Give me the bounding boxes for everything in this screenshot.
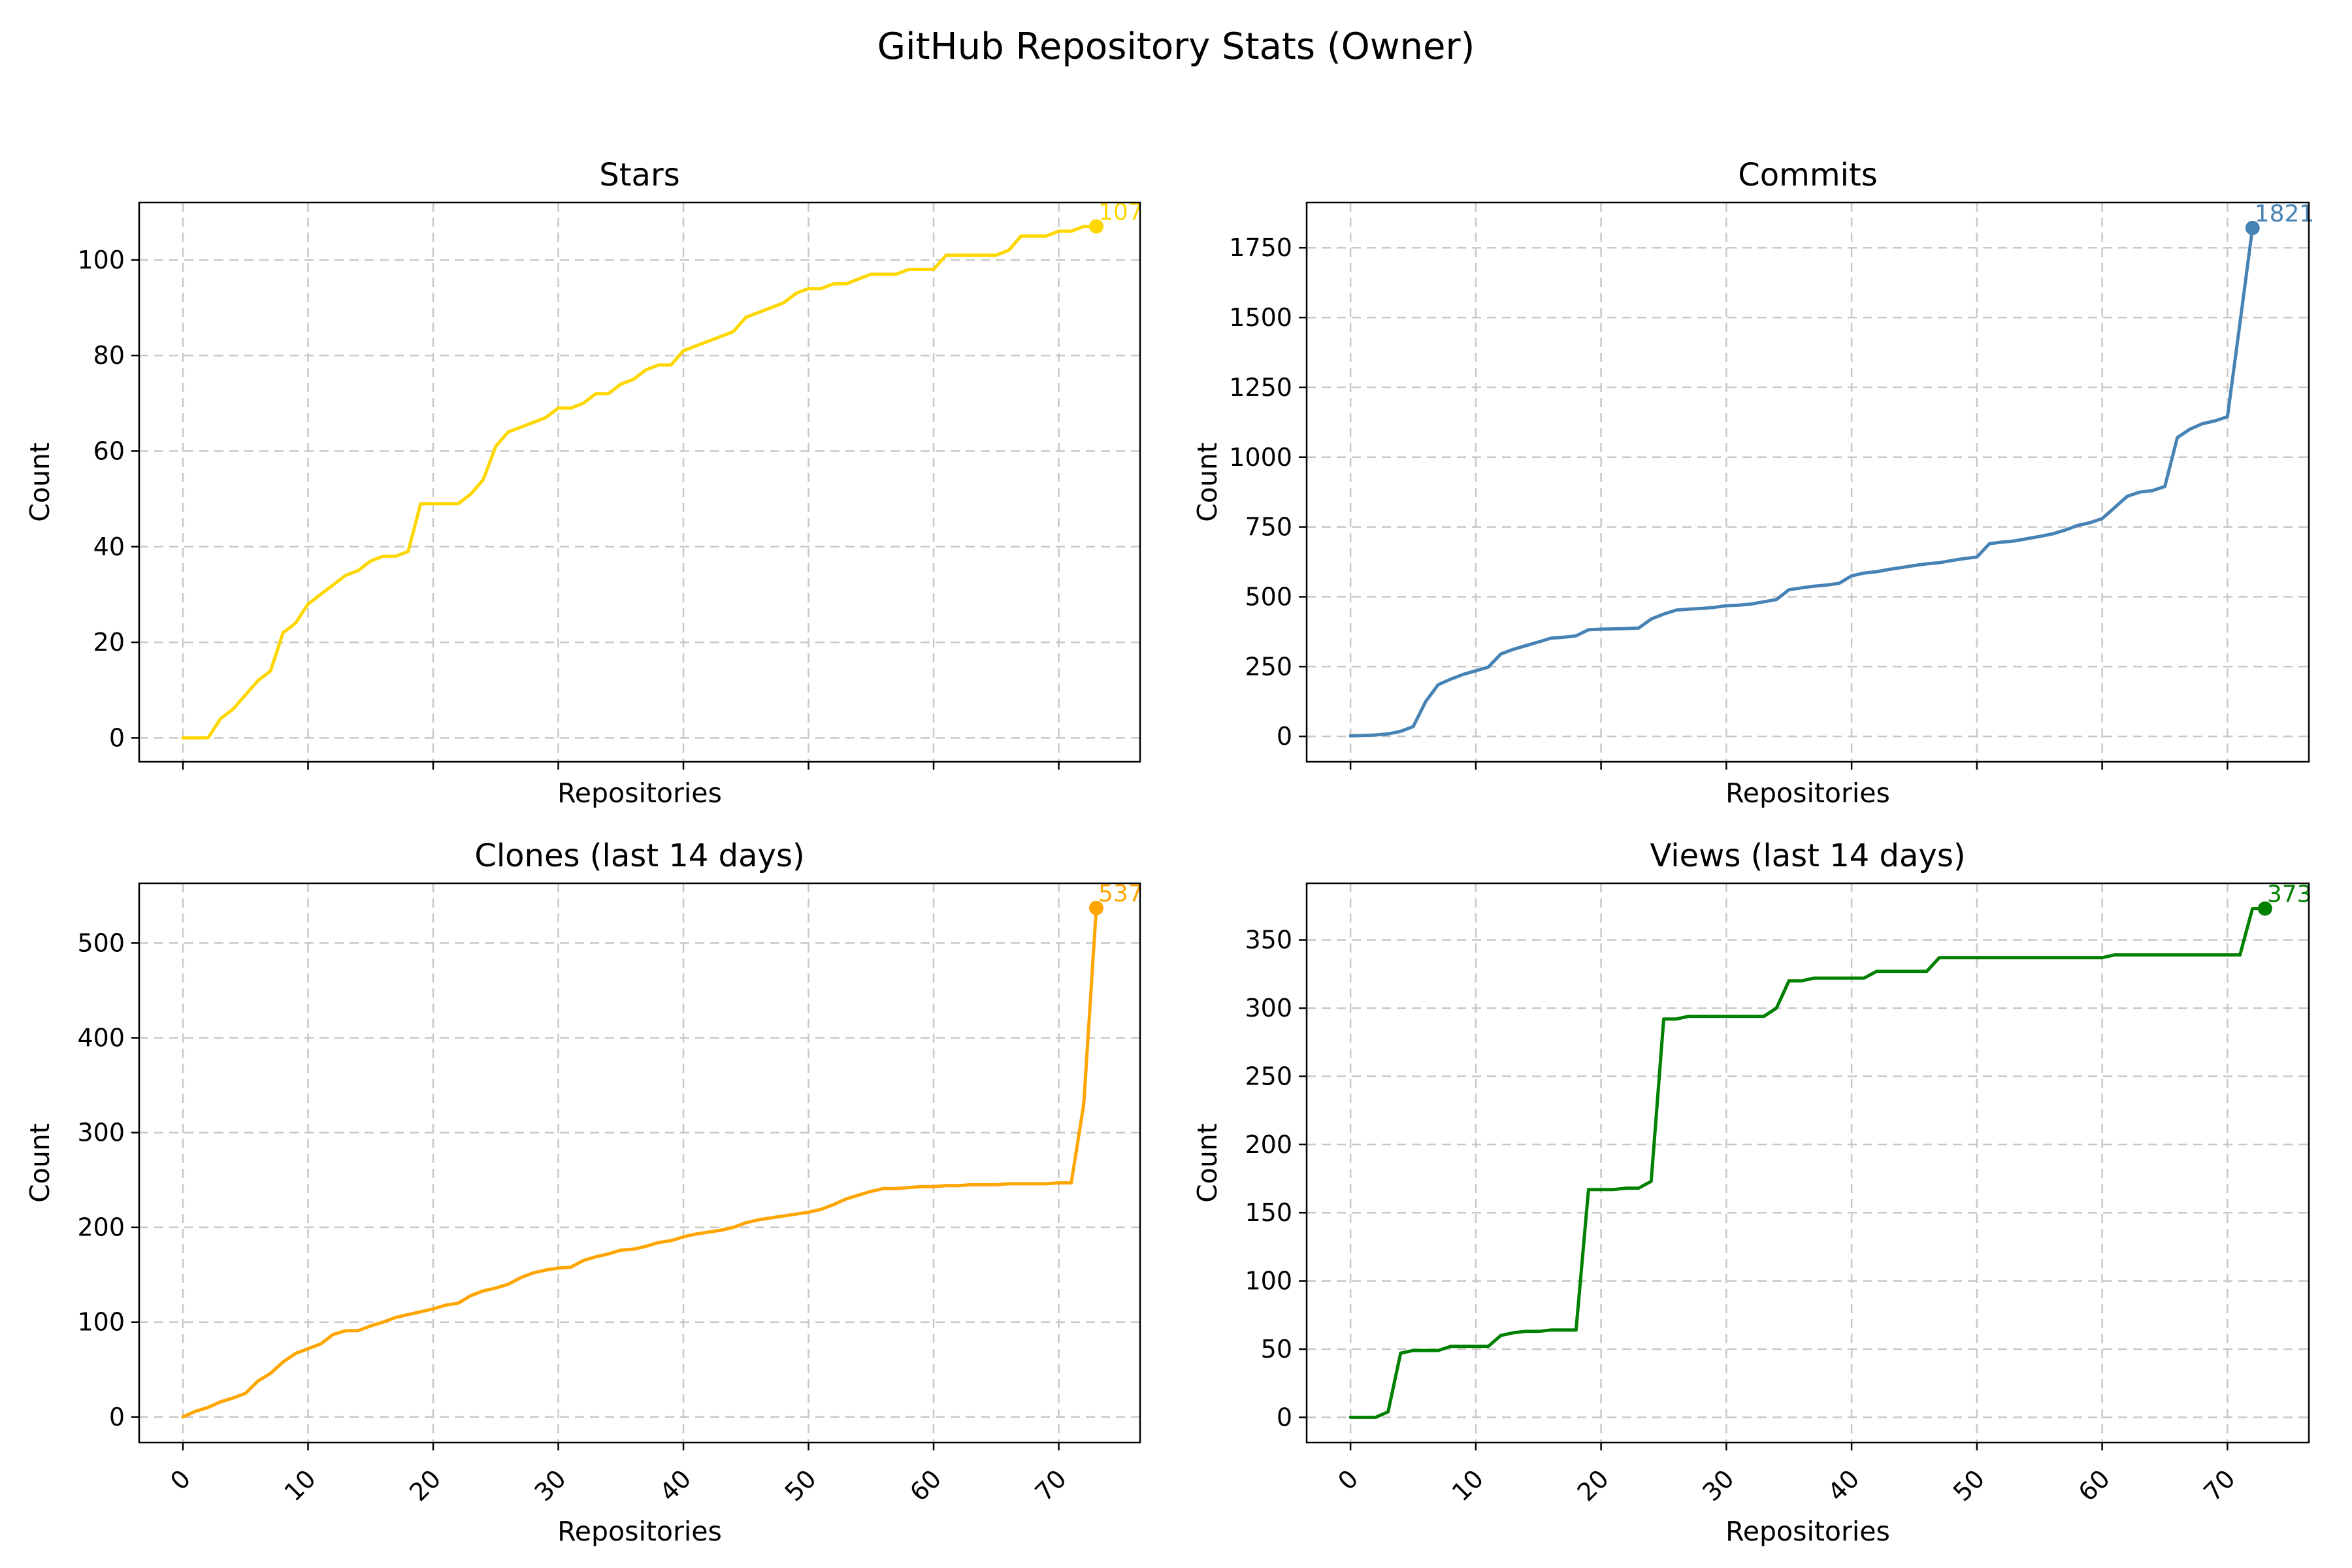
- series-line-views: [1348, 907, 2267, 1419]
- y-axis-label: Count: [24, 442, 56, 522]
- x-axis-label: Repositories: [557, 777, 722, 809]
- subplot-stars: 107 0 20 40 60 80 100 Stars Repositories Count: [24, 157, 1143, 809]
- series-line-commits: [1348, 226, 2255, 738]
- series-line-stars: [181, 225, 1098, 740]
- y-tick-label: 200: [77, 1213, 125, 1242]
- x-tick-label: 50: [779, 1464, 822, 1507]
- subplot-clones: 537 0 10 20 30 40 50 60 70 0 100 200 300 400 500 Clones…: [24, 838, 1143, 1547]
- final-point-marker: [2245, 220, 2260, 235]
- y-axis-label: Count: [1192, 1123, 1223, 1203]
- x-tick-label: 10: [279, 1464, 321, 1507]
- x-tick-label: 40: [1822, 1464, 1865, 1507]
- y-tick-label: 150: [1245, 1198, 1292, 1227]
- series-line-clones: [181, 906, 1098, 1419]
- subplot-title: Clones (last 14 days): [474, 838, 804, 874]
- y-tick-label: 200: [1245, 1130, 1292, 1159]
- y-tick-label: 20: [93, 628, 125, 657]
- x-tick-label: 30: [529, 1464, 572, 1507]
- y-tick-label: 500: [77, 928, 125, 957]
- y-tick-label: 0: [1277, 1403, 1292, 1431]
- x-tick-label: 10: [1446, 1464, 1489, 1507]
- y-tick-label: 80: [93, 341, 125, 370]
- final-point-marker: [1088, 219, 1103, 234]
- subplot-commits: 1821 0 250 500 750 1000 1250 1500 1750 Commits Rep…: [1192, 157, 2314, 809]
- subplot-title: Stars: [599, 157, 679, 193]
- axes-frame: [138, 201, 1141, 763]
- y-tick-label: 300: [1245, 994, 1292, 1022]
- y-tick-label: 750: [1245, 513, 1292, 542]
- y-tick-label: 0: [109, 723, 125, 752]
- x-tick-label: 50: [1948, 1464, 1990, 1507]
- y-tick-label: 100: [77, 246, 125, 274]
- x-tick-label: 60: [2073, 1464, 2115, 1507]
- final-value-label: 537: [1098, 881, 1143, 907]
- x-tick-label: 20: [404, 1464, 446, 1507]
- subplot-views: 373 0 10 20 30 40 50 60 70 0 50 100 150 200 250 300 350 V…: [1192, 838, 2312, 1547]
- x-tick-label: 60: [904, 1464, 947, 1507]
- x-tick-label: 20: [1572, 1464, 1614, 1507]
- subplot-title: Views (last 14 days): [1650, 838, 1965, 874]
- y-tick-label: 1000: [1229, 443, 1292, 472]
- y-tick-label: 300: [77, 1119, 125, 1147]
- y-tick-label: 50: [1261, 1335, 1292, 1364]
- y-tick-label: 60: [93, 436, 125, 465]
- subplots: 107020406080100StarsRepositoriesCount182…: [24, 157, 2314, 1547]
- y-axis-label: Count: [1192, 442, 1223, 522]
- x-tick-label: 30: [1697, 1464, 1739, 1507]
- x-tick-label: 0: [1332, 1464, 1364, 1495]
- final-value-label: 373: [2267, 881, 2312, 908]
- final-point-marker: [1088, 900, 1103, 915]
- y-tick-label: 100: [77, 1308, 125, 1337]
- subplot-title: Commits: [1738, 157, 1878, 193]
- x-tick-label: 0: [165, 1464, 196, 1495]
- final-value-label: 1821: [2255, 201, 2315, 227]
- final-value-label: 107: [1098, 199, 1143, 226]
- y-tick-label: 400: [77, 1023, 125, 1052]
- y-tick-label: 0: [109, 1403, 125, 1431]
- x-axis-label: Repositories: [557, 1516, 722, 1547]
- y-tick-label: 1750: [1229, 233, 1292, 262]
- y-tick-label: 100: [1245, 1267, 1292, 1296]
- y-tick-label: 250: [1245, 652, 1292, 681]
- x-tick-label: 70: [2198, 1464, 2240, 1507]
- y-tick-label: 250: [1245, 1062, 1292, 1090]
- x-tick-label: 70: [1030, 1464, 1072, 1507]
- x-tick-label: 40: [654, 1464, 696, 1507]
- y-tick-label: 0: [1277, 722, 1292, 751]
- axes-frame: [1305, 882, 2310, 1444]
- x-axis-label: Repositories: [1725, 1516, 1890, 1547]
- final-point-marker: [2257, 901, 2272, 916]
- y-tick-label: 1250: [1229, 373, 1292, 402]
- figure-title: GitHub Repository Stats (Owner): [877, 25, 1475, 68]
- x-axis-label: Repositories: [1725, 777, 1890, 809]
- axes-frame: [138, 882, 1141, 1444]
- y-tick-label: 350: [1245, 926, 1292, 955]
- axes-frame: [1305, 201, 2310, 763]
- y-tick-label: 1500: [1229, 303, 1292, 332]
- y-tick-label: 40: [93, 532, 125, 561]
- y-axis-label: Count: [24, 1123, 56, 1203]
- y-tick-label: 500: [1245, 582, 1292, 611]
